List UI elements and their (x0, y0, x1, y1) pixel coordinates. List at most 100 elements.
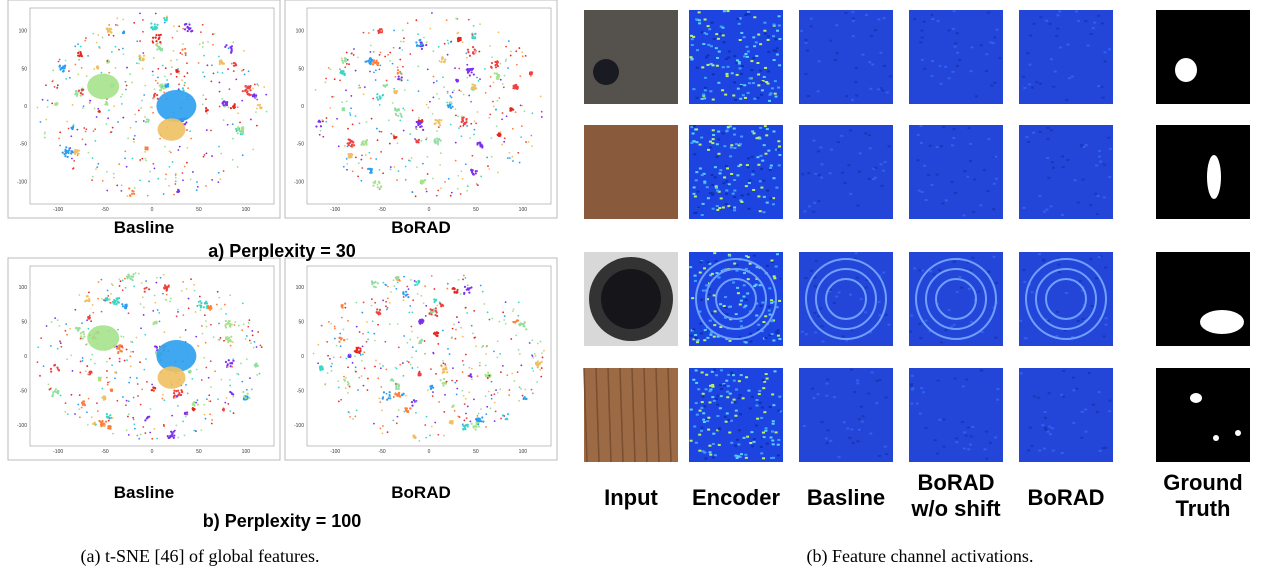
texture (833, 396, 836, 398)
texture (733, 147, 736, 149)
point (382, 396, 384, 398)
texture (856, 382, 859, 384)
point (105, 421, 107, 423)
point (402, 291, 404, 293)
texture (703, 267, 706, 269)
point (232, 41, 234, 43)
point (109, 418, 111, 420)
point (492, 101, 494, 103)
point (149, 432, 151, 434)
point (60, 342, 62, 344)
point (331, 96, 333, 98)
texture (740, 85, 743, 87)
texture (967, 427, 970, 429)
texture (1109, 400, 1112, 402)
texture (952, 137, 955, 139)
point (517, 315, 519, 317)
point (321, 119, 323, 121)
point (120, 190, 122, 192)
point (507, 67, 509, 69)
point (156, 94, 158, 96)
point (241, 70, 243, 72)
point (502, 83, 504, 85)
point (431, 275, 433, 277)
point (179, 336, 181, 338)
texture (728, 255, 731, 257)
texture (1072, 377, 1075, 379)
point (358, 85, 360, 87)
point (342, 73, 344, 75)
texture (728, 183, 731, 185)
point (154, 302, 156, 304)
mask-region (1213, 435, 1219, 441)
point (249, 89, 251, 91)
point (170, 73, 172, 75)
point (388, 119, 390, 121)
point (372, 320, 374, 322)
point (448, 102, 450, 104)
texture (840, 135, 843, 137)
point (423, 37, 425, 39)
texture (847, 164, 850, 166)
point (505, 46, 507, 48)
point (443, 362, 445, 364)
texture (712, 134, 715, 136)
point (161, 398, 163, 400)
texture (751, 396, 754, 398)
point (433, 298, 435, 300)
point (204, 314, 206, 316)
point (149, 171, 151, 173)
texture (759, 70, 762, 72)
texture (692, 329, 695, 331)
texture (773, 277, 776, 279)
point (98, 281, 100, 283)
texture (756, 97, 759, 99)
texture (868, 134, 871, 136)
point (68, 147, 70, 149)
point (151, 438, 153, 440)
point (157, 77, 159, 79)
texture (760, 452, 763, 454)
image-cell (584, 125, 678, 219)
texture (985, 458, 988, 460)
point (115, 46, 117, 48)
point (344, 66, 346, 68)
texture (745, 376, 748, 378)
point (379, 169, 381, 171)
point (165, 19, 167, 21)
point (367, 338, 369, 340)
point (138, 273, 140, 275)
texture (954, 192, 957, 194)
point (403, 375, 405, 377)
point (445, 383, 447, 385)
point (395, 386, 397, 388)
point (88, 291, 90, 293)
point (386, 84, 388, 86)
point (144, 288, 146, 290)
texture (919, 413, 922, 415)
point (386, 80, 388, 82)
point (491, 381, 493, 383)
texture (694, 334, 697, 336)
point (80, 92, 82, 94)
point (387, 298, 389, 300)
point (152, 112, 154, 114)
texture (888, 145, 891, 147)
texture (1071, 76, 1074, 78)
point (327, 355, 329, 357)
texture (689, 266, 692, 268)
point (147, 121, 149, 123)
texture (765, 373, 768, 375)
texture (814, 331, 817, 333)
texture (716, 143, 719, 145)
image-cell (1019, 252, 1113, 346)
point (460, 170, 462, 172)
point (473, 337, 475, 339)
point (389, 302, 391, 304)
point (209, 309, 211, 311)
texture (736, 74, 739, 76)
texture (702, 43, 705, 45)
point (256, 346, 258, 348)
texture (827, 429, 830, 431)
point (186, 413, 188, 415)
